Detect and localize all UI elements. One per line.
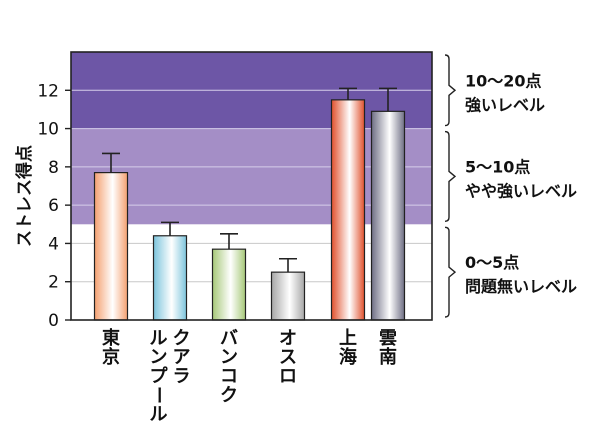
x-tick-label: 上海 bbox=[339, 328, 357, 368]
x-tick-char: 上 bbox=[339, 328, 357, 349]
x-tick-char: ク bbox=[220, 385, 238, 406]
band-level-label: 問題無いレベル bbox=[465, 277, 577, 296]
x-tick-char: ク bbox=[173, 328, 191, 349]
x-tick-char: 京 bbox=[102, 346, 120, 368]
y-tick-label: 6 bbox=[48, 196, 59, 216]
x-tick-char: 海 bbox=[339, 346, 357, 368]
band-range-label: 5〜10点 bbox=[465, 157, 530, 176]
axis-layer: 0 2 4 6 8 10 12 bbox=[37, 51, 433, 331]
x-tick-char: ー bbox=[148, 386, 169, 404]
x-tick-label: オスロ bbox=[279, 328, 297, 387]
x-tick-char: コ bbox=[220, 366, 238, 387]
bar bbox=[270, 271, 306, 321]
x-tick-char: 雲 bbox=[379, 328, 397, 349]
x-tick-char: ラ bbox=[173, 366, 191, 387]
band-level-label: 強いレベル bbox=[465, 95, 545, 114]
y-tick-label: 4 bbox=[48, 234, 59, 254]
x-tick-char: ン bbox=[150, 347, 168, 368]
x-tick-char: 東 bbox=[102, 327, 120, 349]
x-tick-char: ル bbox=[150, 328, 168, 349]
y-tick-label: 12 bbox=[37, 81, 59, 101]
bar bbox=[211, 248, 247, 321]
x-tick-char: オ bbox=[279, 328, 297, 349]
y-tick-label: 10 bbox=[37, 120, 59, 140]
band-range-label: 0〜5点 bbox=[465, 253, 519, 272]
band-bracket bbox=[444, 54, 457, 127]
x-tick-char: プ bbox=[150, 365, 169, 387]
x-tick-char: ン bbox=[220, 347, 238, 368]
plot-frame bbox=[70, 51, 433, 321]
bar bbox=[330, 99, 366, 321]
x-tick-char: バ bbox=[220, 328, 238, 349]
band-range-label: 10〜20点 bbox=[465, 71, 542, 90]
bar-layer bbox=[93, 87, 406, 321]
y-tick-label: 2 bbox=[48, 273, 59, 293]
bar bbox=[370, 110, 406, 321]
x-tick-label: 東京 bbox=[102, 327, 120, 368]
x-tick-char: ア bbox=[173, 347, 191, 368]
y-axis-label: ストレス得点 bbox=[14, 145, 35, 247]
x-tick-char: ル bbox=[150, 404, 168, 425]
x-tick-char: ロ bbox=[279, 366, 297, 387]
band-bracket bbox=[444, 130, 457, 222]
x-tick-char: ス bbox=[279, 347, 297, 368]
y-tick-label: 8 bbox=[48, 158, 59, 178]
x-tick-label: 雲南 bbox=[379, 328, 397, 368]
bar bbox=[152, 235, 188, 321]
bar bbox=[93, 172, 129, 321]
y-tick-label: 0 bbox=[48, 311, 59, 331]
band-level-label: やや強いレベル bbox=[465, 181, 577, 200]
band-bracket bbox=[444, 226, 457, 318]
x-tick-char: 南 bbox=[379, 346, 397, 368]
